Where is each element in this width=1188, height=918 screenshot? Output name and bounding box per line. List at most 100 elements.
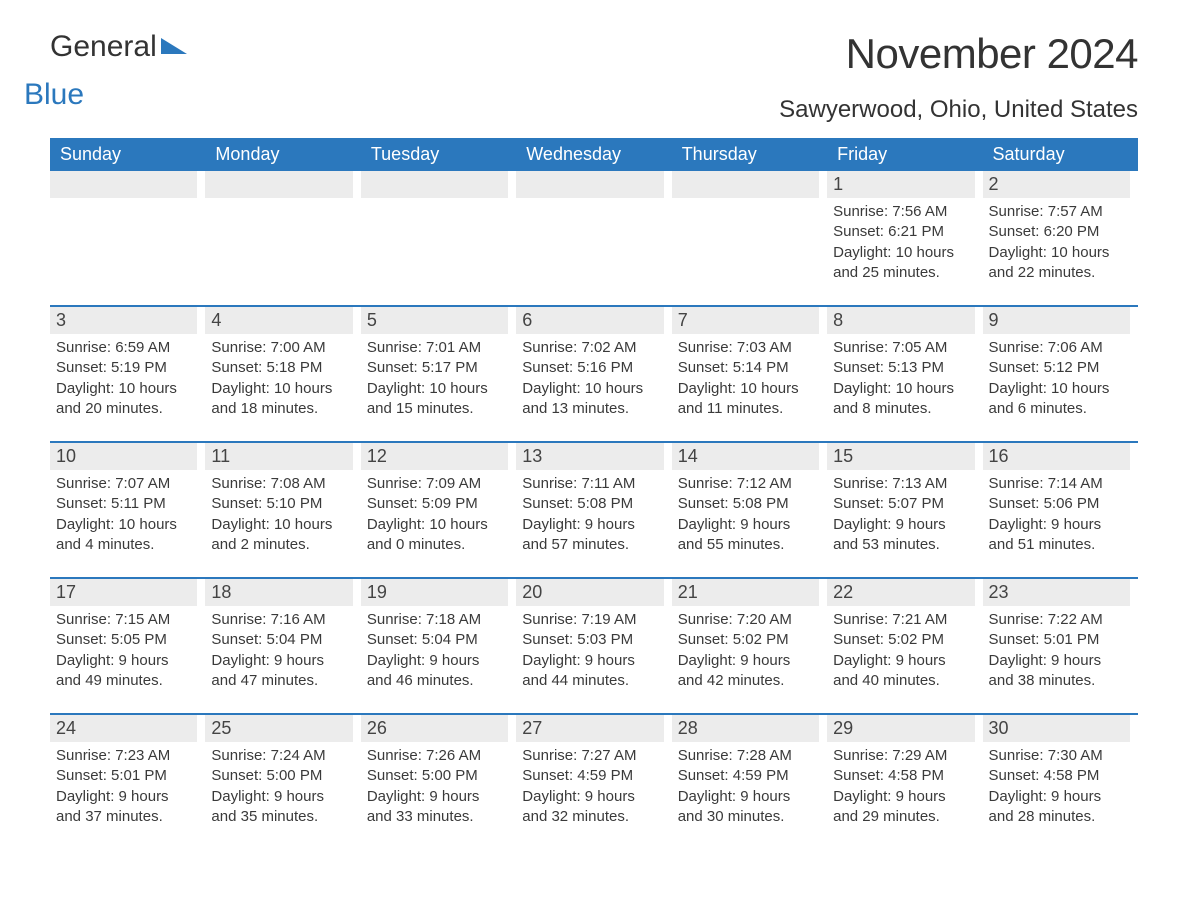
day-body: Sunrise: 7:21 AMSunset: 5:02 PMDaylight:… — [827, 606, 974, 691]
sunset-text: Sunset: 5:02 PM — [678, 630, 813, 650]
sunset-text: Sunset: 5:04 PM — [211, 630, 346, 650]
day-body: Sunrise: 6:59 AMSunset: 5:19 PMDaylight:… — [50, 334, 197, 419]
weekday-thursday: Thursday — [672, 138, 827, 171]
daylight-text: Daylight: 9 hours and 49 minutes. — [56, 651, 191, 692]
sunrise-text: Sunrise: 7:15 AM — [56, 610, 191, 630]
weekday-header-row: SundayMondayTuesdayWednesdayThursdayFrid… — [50, 138, 1138, 171]
day-number: 27 — [516, 715, 663, 742]
day-number: 13 — [516, 443, 663, 470]
sunrise-text: Sunrise: 7:13 AM — [833, 474, 968, 494]
day-body: Sunrise: 7:07 AMSunset: 5:11 PMDaylight:… — [50, 470, 197, 555]
daylight-text: Daylight: 9 hours and 46 minutes. — [367, 651, 502, 692]
week-row: 1Sunrise: 7:56 AMSunset: 6:21 PMDaylight… — [50, 171, 1138, 283]
logo: General Blue — [50, 30, 187, 98]
day-body: Sunrise: 7:30 AMSunset: 4:58 PMDaylight:… — [983, 742, 1130, 827]
calendar: SundayMondayTuesdayWednesdayThursdayFrid… — [50, 138, 1138, 827]
day-body: Sunrise: 7:22 AMSunset: 5:01 PMDaylight:… — [983, 606, 1130, 691]
weekday-monday: Monday — [205, 138, 360, 171]
day-number: 5 — [361, 307, 508, 334]
day-cell: 6Sunrise: 7:02 AMSunset: 5:16 PMDaylight… — [516, 307, 671, 419]
daylight-text: Daylight: 9 hours and 29 minutes. — [833, 787, 968, 828]
sunset-text: Sunset: 5:09 PM — [367, 494, 502, 514]
day-number: 4 — [205, 307, 352, 334]
day-cell: 7Sunrise: 7:03 AMSunset: 5:14 PMDaylight… — [672, 307, 827, 419]
sunrise-text: Sunrise: 7:00 AM — [211, 338, 346, 358]
day-cell: 23Sunrise: 7:22 AMSunset: 5:01 PMDayligh… — [983, 579, 1138, 691]
day-number: 16 — [983, 443, 1130, 470]
day-cell: 19Sunrise: 7:18 AMSunset: 5:04 PMDayligh… — [361, 579, 516, 691]
sunrise-text: Sunrise: 7:27 AM — [522, 746, 657, 766]
day-body: Sunrise: 7:01 AMSunset: 5:17 PMDaylight:… — [361, 334, 508, 419]
sunrise-text: Sunrise: 7:18 AM — [367, 610, 502, 630]
sunset-text: Sunset: 5:14 PM — [678, 358, 813, 378]
sunrise-text: Sunrise: 7:26 AM — [367, 746, 502, 766]
daylight-text: Daylight: 9 hours and 28 minutes. — [989, 787, 1124, 828]
daylight-text: Daylight: 10 hours and 4 minutes. — [56, 515, 191, 556]
empty-day — [672, 171, 819, 198]
day-cell — [50, 171, 205, 283]
day-body: Sunrise: 7:57 AMSunset: 6:20 PMDaylight:… — [983, 198, 1130, 283]
day-cell — [205, 171, 360, 283]
daylight-text: Daylight: 9 hours and 33 minutes. — [367, 787, 502, 828]
week-row: 10Sunrise: 7:07 AMSunset: 5:11 PMDayligh… — [50, 441, 1138, 555]
day-cell: 8Sunrise: 7:05 AMSunset: 5:13 PMDaylight… — [827, 307, 982, 419]
day-cell: 3Sunrise: 6:59 AMSunset: 5:19 PMDaylight… — [50, 307, 205, 419]
day-number: 25 — [205, 715, 352, 742]
sunrise-text: Sunrise: 7:20 AM — [678, 610, 813, 630]
sunset-text: Sunset: 5:01 PM — [989, 630, 1124, 650]
daylight-text: Daylight: 10 hours and 11 minutes. — [678, 379, 813, 420]
daylight-text: Daylight: 9 hours and 38 minutes. — [989, 651, 1124, 692]
daylight-text: Daylight: 9 hours and 30 minutes. — [678, 787, 813, 828]
day-cell: 29Sunrise: 7:29 AMSunset: 4:58 PMDayligh… — [827, 715, 982, 827]
sunrise-text: Sunrise: 7:22 AM — [989, 610, 1124, 630]
day-number: 23 — [983, 579, 1130, 606]
day-body: Sunrise: 7:08 AMSunset: 5:10 PMDaylight:… — [205, 470, 352, 555]
daylight-text: Daylight: 9 hours and 47 minutes. — [211, 651, 346, 692]
day-body: Sunrise: 7:24 AMSunset: 5:00 PMDaylight:… — [205, 742, 352, 827]
sunrise-text: Sunrise: 7:57 AM — [989, 202, 1124, 222]
day-number: 14 — [672, 443, 819, 470]
sunset-text: Sunset: 5:11 PM — [56, 494, 191, 514]
day-body: Sunrise: 7:06 AMSunset: 5:12 PMDaylight:… — [983, 334, 1130, 419]
sunrise-text: Sunrise: 7:30 AM — [989, 746, 1124, 766]
day-cell: 4Sunrise: 7:00 AMSunset: 5:18 PMDaylight… — [205, 307, 360, 419]
daylight-text: Daylight: 10 hours and 15 minutes. — [367, 379, 502, 420]
day-number: 17 — [50, 579, 197, 606]
sunrise-text: Sunrise: 6:59 AM — [56, 338, 191, 358]
daylight-text: Daylight: 9 hours and 53 minutes. — [833, 515, 968, 556]
day-body: Sunrise: 7:23 AMSunset: 5:01 PMDaylight:… — [50, 742, 197, 827]
sunset-text: Sunset: 5:19 PM — [56, 358, 191, 378]
sunrise-text: Sunrise: 7:24 AM — [211, 746, 346, 766]
sunrise-text: Sunrise: 7:08 AM — [211, 474, 346, 494]
sunset-text: Sunset: 5:03 PM — [522, 630, 657, 650]
week-row: 17Sunrise: 7:15 AMSunset: 5:05 PMDayligh… — [50, 577, 1138, 691]
daylight-text: Daylight: 9 hours and 35 minutes. — [211, 787, 346, 828]
header: General Blue November 2024 Sawyerwood, O… — [50, 30, 1138, 124]
day-number: 26 — [361, 715, 508, 742]
sunrise-text: Sunrise: 7:07 AM — [56, 474, 191, 494]
day-cell: 10Sunrise: 7:07 AMSunset: 5:11 PMDayligh… — [50, 443, 205, 555]
sunrise-text: Sunrise: 7:19 AM — [522, 610, 657, 630]
sunset-text: Sunset: 5:02 PM — [833, 630, 968, 650]
daylight-text: Daylight: 10 hours and 22 minutes. — [989, 243, 1124, 284]
day-body: Sunrise: 7:05 AMSunset: 5:13 PMDaylight:… — [827, 334, 974, 419]
day-cell: 15Sunrise: 7:13 AMSunset: 5:07 PMDayligh… — [827, 443, 982, 555]
day-body: Sunrise: 7:11 AMSunset: 5:08 PMDaylight:… — [516, 470, 663, 555]
weekday-wednesday: Wednesday — [516, 138, 671, 171]
logo-general: General — [50, 30, 157, 63]
day-cell: 20Sunrise: 7:19 AMSunset: 5:03 PMDayligh… — [516, 579, 671, 691]
weekday-tuesday: Tuesday — [361, 138, 516, 171]
sunset-text: Sunset: 5:01 PM — [56, 766, 191, 786]
day-body: Sunrise: 7:15 AMSunset: 5:05 PMDaylight:… — [50, 606, 197, 691]
sunset-text: Sunset: 4:58 PM — [989, 766, 1124, 786]
daylight-text: Daylight: 10 hours and 0 minutes. — [367, 515, 502, 556]
sunrise-text: Sunrise: 7:06 AM — [989, 338, 1124, 358]
day-number: 30 — [983, 715, 1130, 742]
day-cell: 17Sunrise: 7:15 AMSunset: 5:05 PMDayligh… — [50, 579, 205, 691]
sunset-text: Sunset: 4:59 PM — [522, 766, 657, 786]
sunset-text: Sunset: 5:07 PM — [833, 494, 968, 514]
empty-day — [50, 171, 197, 198]
day-body: Sunrise: 7:14 AMSunset: 5:06 PMDaylight:… — [983, 470, 1130, 555]
day-body: Sunrise: 7:00 AMSunset: 5:18 PMDaylight:… — [205, 334, 352, 419]
sunset-text: Sunset: 5:08 PM — [522, 494, 657, 514]
